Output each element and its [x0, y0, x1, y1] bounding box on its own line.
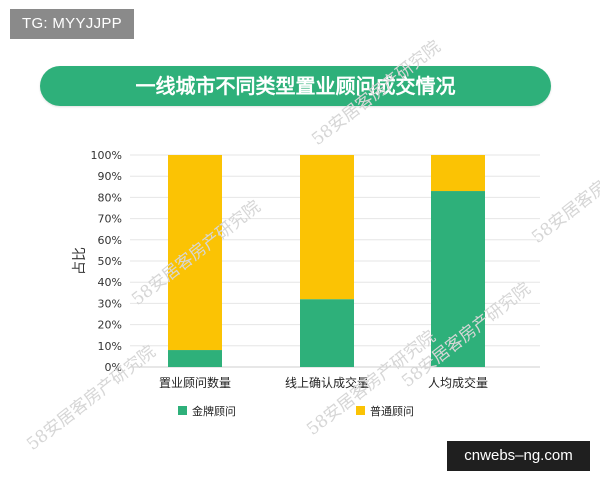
bar-segment-gold [168, 350, 222, 367]
y-tick-label: 10% [98, 340, 122, 353]
site-url-badge: cnwebs–ng.com [447, 441, 590, 471]
y-tick-label: 30% [98, 297, 122, 310]
bar-segment-regular [168, 155, 222, 351]
y-tick-label: 80% [98, 191, 122, 204]
y-tick-label: 50% [98, 255, 122, 268]
bar-segment-gold [300, 299, 354, 367]
y-tick-label: 70% [98, 213, 122, 226]
y-axis-label: 占比 [72, 247, 88, 275]
legend-label: 金牌顾问 [192, 404, 236, 418]
y-tick-label: 60% [98, 234, 122, 247]
legend-swatch [178, 406, 187, 415]
x-tick-label: 置业顾问数量 [159, 375, 231, 390]
bar-segment-regular [300, 155, 354, 300]
y-tick-label: 40% [98, 276, 122, 289]
bar-segment-gold [431, 191, 485, 367]
x-tick-label: 人均成交量 [428, 375, 488, 390]
y-tick-label: 100% [91, 149, 122, 162]
chart-title: 一线城市不同类型置业顾问成交情况 [40, 66, 551, 106]
bar-segment-regular [431, 155, 485, 192]
y-tick-label: 0% [105, 361, 122, 374]
channel-tag-badge: TG: MYYJJPP [10, 9, 134, 39]
y-tick-label: 90% [98, 170, 122, 183]
legend-swatch [356, 406, 365, 415]
y-tick-label: 20% [98, 319, 122, 332]
x-tick-label: 线上确认成交量 [285, 375, 369, 390]
legend-label: 普通顾问 [370, 404, 414, 418]
